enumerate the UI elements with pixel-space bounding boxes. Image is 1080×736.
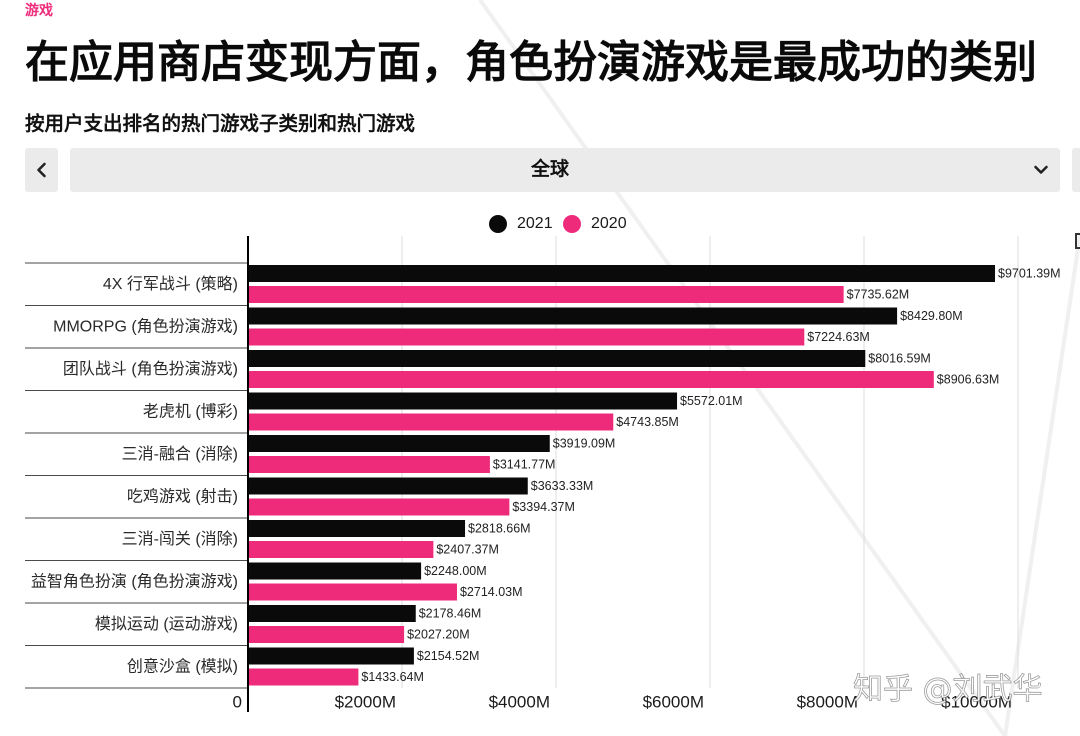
bar-series-2021[interactable] [248,392,678,410]
value-label-series-2021: $9701.39M [998,267,1061,281]
category-label: 4X 行军战斗 (策略) [103,275,238,293]
bar-series-2020[interactable] [248,328,805,346]
value-label-series-2021: $8016.59M [868,352,931,366]
legend-swatch-2020 [563,215,581,233]
x-tick-label: $10000M [941,693,1012,712]
bar-chart: 4X 行军战斗 (策略) MMORPG (角色扮演游戏) 团队战斗 (角色扮演游戏)… [25,236,1061,712]
bar-series-2021[interactable] [248,350,866,367]
chevron-down-icon [1034,165,1048,174]
previous-button[interactable] [25,148,58,192]
value-labels: $9701.39M $8429.80M $8016.59M $5572.01M $391… [361,267,1060,685]
value-label-series-2020: $3141.77M [493,458,556,472]
x-tick-label: $2000M [335,693,396,712]
bar-series-2021[interactable] [248,605,416,622]
row-separators [25,262,248,689]
category-label: 老虎机 (博彩) [143,402,238,420]
value-label-series-2021: $3633.33M [531,479,594,493]
region-dropdown-value: 全球 [530,159,569,180]
watermark: 知乎 @刘武华 [853,672,1043,708]
bar-series-2021[interactable] [248,307,898,325]
bar-series-2020[interactable] [248,541,434,558]
bar-series-2021[interactable] [248,265,996,282]
category-label: 团队战斗 (角色扮演游戏) [63,360,238,378]
bar-series-2020[interactable] [248,583,457,601]
category-label: 益智角色扮演 (角色扮演游戏) [31,572,238,590]
value-label-series-2021: $2818.66M [468,522,531,536]
value-label-series-2021: $2154.52M [417,649,480,663]
region-dropdown[interactable]: 全球 [70,148,1060,192]
category-label: 三消-闯关 (消除) [122,530,238,548]
bar-series-2021[interactable] [248,647,414,665]
legend-item-2020[interactable]: 2020 [563,214,627,234]
legend-label-2021: 2021 [517,215,553,232]
bar-series-2020[interactable] [248,498,510,516]
bar-series-2021[interactable] [248,477,528,495]
value-label-series-2021: $5572.01M [680,394,743,408]
category-label: 吃鸡游戏 (射击) [127,487,238,505]
value-label-series-2020: $2027.20M [407,628,470,642]
partial-toolbar-icon[interactable] [1075,233,1080,249]
bar-series-2020[interactable] [248,413,614,431]
category-label: 创意沙盒 (模拟) [127,656,238,675]
bar-series-2021[interactable] [248,435,550,452]
bar-series-2020[interactable] [248,668,359,686]
category-labels: 4X 行军战斗 (策略) MMORPG (角色扮演游戏) 团队战斗 (角色扮演游戏)… [31,275,238,676]
category-label: 模拟运动 (运动游戏) [95,615,238,633]
value-label-series-2020: $7224.63M [807,330,870,344]
x-tick-label: $8000M [797,693,858,712]
category-label: 三消-融合 (消除) [122,445,238,463]
x-axis-ticks: 0 $2000M $4000M $6000M $8000M $10000M [233,693,1012,712]
bars [248,265,996,686]
page-subtitle: 按用户支出排名的热门游戏子类别和热门游戏 [25,113,416,135]
x-tick-label: $4000M [489,693,550,712]
x-tick-label: 0 [233,693,242,712]
next-button[interactable] [1072,148,1080,192]
value-label-series-2021: $2178.46M [419,607,482,621]
x-tick-label: $6000M [643,693,704,712]
value-label-series-2020: $8906.63M [937,373,1000,387]
value-label-series-2020: $2714.03M [460,585,523,599]
value-label-series-2020: $1433.64M [361,670,424,684]
bar-series-2020[interactable] [248,286,844,303]
bar-series-2021[interactable] [248,520,466,537]
bar-series-2020[interactable] [248,371,934,388]
value-label-series-2021: $8429.80M [900,309,963,323]
bar-series-2020[interactable] [248,626,405,643]
page-title: 在应用商店变现方面，角色扮演游戏是最成功的类别 [25,38,1037,87]
value-label-series-2020: $2407.37M [436,543,499,557]
chevron-left-icon [37,162,46,178]
bar-series-2021[interactable] [248,562,422,580]
value-label-series-2020: $7735.62M [847,288,910,302]
legend-item-2021[interactable]: 2021 [489,214,553,234]
legend-swatch-2021 [489,215,507,233]
legend-label-2020: 2020 [591,215,627,232]
value-label-series-2020: $4743.85M [616,415,679,429]
category-label: MMORPG (角色扮演游戏) [53,317,238,335]
value-label-series-2021: $2248.00M [424,564,487,578]
value-label-series-2020: $3394.37M [512,500,575,514]
bar-series-2020[interactable] [248,456,490,473]
category-tag[interactable]: 游戏 [25,2,53,18]
value-label-series-2021: $3919.09M [553,437,616,451]
